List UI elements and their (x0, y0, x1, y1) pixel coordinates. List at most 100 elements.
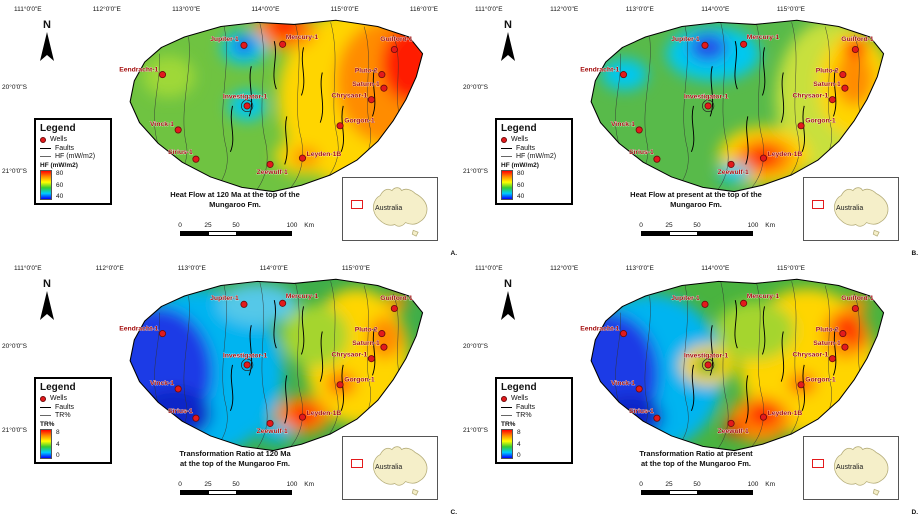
well-label: Chrysaor-1 (331, 93, 367, 100)
legend: Legend Wells Faults HF (mW/m2) HF (mW/m2… (495, 118, 573, 205)
fault-line-icon (40, 147, 51, 149)
well-label: Mercury-1 (286, 293, 319, 300)
ramp-tick: 40 (56, 193, 64, 200)
basin-outline (129, 278, 424, 452)
well-label: Guilford-1 (841, 295, 874, 302)
well-marker (380, 343, 388, 351)
scale-tick: 25 (204, 222, 212, 229)
caption-line: Mungaroo Fm. (670, 199, 722, 209)
north-arrow: N (497, 20, 519, 64)
scale-bar: 0 25 50 100 Km (639, 481, 775, 499)
basin-outline (590, 19, 885, 193)
well-ring (702, 358, 715, 372)
north-label: N (43, 278, 51, 290)
well-marker (336, 122, 344, 130)
legend-label: TR% (516, 412, 532, 419)
well-marker (174, 385, 182, 393)
scale-bar-segments (180, 231, 292, 236)
fault-line-icon (40, 406, 51, 408)
scale-tick: 0 (178, 481, 182, 488)
caption-line: Heat Flow at 120 Ma at the top of the (170, 190, 300, 199)
legend-item-faults: Faults (501, 404, 567, 411)
well-marker (243, 361, 251, 369)
legend-title: Legend (501, 382, 537, 393)
lat-label: 20°0'0"S (2, 84, 27, 91)
ramp-tick: 0 (56, 452, 60, 459)
north-arrow-icon (501, 291, 515, 320)
well-marker (841, 84, 849, 92)
well-marker (851, 304, 859, 313)
north-label: N (504, 278, 512, 290)
well-marker (174, 126, 182, 134)
well-ring (241, 99, 254, 113)
basin-outline (129, 19, 424, 193)
lat-label: 21°0'0"S (2, 168, 27, 175)
well-label: Jupiter-1 (210, 295, 239, 302)
scale-tick: 0 (639, 222, 643, 229)
lon-label: 113°0'0"E (625, 265, 654, 272)
scale-tick: 0 (178, 222, 182, 229)
study-area-marker (812, 200, 824, 209)
scale-bar: 0 25 50 100 Km (178, 481, 314, 499)
caption-line: Transformation Ratio at 120 Ma (179, 449, 291, 458)
australia-map-icon (833, 187, 889, 237)
well-label: Eendracht-1 (119, 325, 158, 332)
map-caption: Transformation Ratio at present at the t… (589, 449, 803, 469)
north-arrow: N (497, 279, 519, 323)
well-label: Gorgon-1 (344, 377, 375, 384)
well-label: Eendracht-1 (580, 325, 619, 332)
well-label: Zeewulf-1 (718, 169, 749, 176)
australia-inset: Australia (342, 436, 438, 500)
scale-tick: 50 (232, 222, 240, 229)
lat-label: 21°0'0"S (463, 168, 488, 175)
color-ramp-bar (501, 429, 513, 459)
lon-label: 112°0'0"E (550, 265, 579, 272)
map-caption: Transformation Ratio at 120 Ma at the to… (128, 449, 342, 469)
well-label: Gorgon-1 (805, 118, 836, 125)
lon-label: 111°0'0"E (14, 6, 42, 13)
legend-label: Faults (55, 144, 75, 152)
caption-line: Heat Flow at present at the top of the (630, 190, 762, 199)
scale-tick: 50 (232, 481, 240, 488)
ramp-title: TR% (40, 421, 55, 428)
legend-item-wells: Wells (501, 395, 567, 402)
well-label: Vinck-1 (611, 380, 635, 387)
well-marker (298, 154, 307, 162)
caption-line: at the top of the Mungaroo Fm. (180, 458, 290, 468)
legend: Legend Wells Faults HF (mW/m2) HF (mW/m2… (34, 118, 112, 205)
well-label: Eendracht-1 (580, 66, 619, 73)
scale-unit: Km (304, 481, 314, 488)
ramp-tick: 8 (517, 429, 521, 436)
australia-map-icon (372, 446, 428, 496)
australia-label: Australia (375, 205, 403, 212)
scale-bar-numbers: 0 25 50 100 Km (639, 222, 775, 230)
ramp-tick: 0 (517, 452, 521, 459)
well-marker (727, 160, 735, 168)
lat-label: 21°0'0"S (2, 427, 27, 434)
basin-outline (590, 278, 885, 452)
contour-map-heat-flow-120ma: Jupiter-1 Mercury-1 Guilford-1 Eendracht-1 P… (119, 19, 424, 193)
lon-label: 112°0'0"E (92, 6, 121, 13)
well-marker (192, 155, 200, 163)
lon-label: 114°0'0"E (701, 6, 730, 13)
well-label: Pluto-2 (816, 326, 839, 333)
wells-layer: Jupiter-1 Mercury-1 Guilford-1 Eendracht-1 P… (119, 293, 413, 435)
scale-bar-numbers: 0 25 50 100 Km (178, 481, 314, 489)
legend-label: Wells (511, 395, 528, 402)
well-marker (841, 343, 849, 351)
australia-label: Australia (836, 464, 864, 471)
ramp-tick: 60 (517, 181, 525, 189)
longitude-labels: 111°0'0"E 112°0'0"E 113°0'0"E 114°0'0"E … (14, 6, 438, 13)
color-ramp-bar (40, 429, 52, 459)
lat-label: 20°0'0"S (463, 343, 488, 350)
well-marker (378, 330, 386, 338)
well-label: Pluto-2 (816, 67, 839, 74)
well-marker (701, 41, 709, 49)
well-marker (701, 300, 709, 308)
well-ring (241, 358, 254, 372)
legend-label: HF (mW/m2) (516, 153, 557, 160)
panel-letter: D. (911, 509, 919, 516)
scale-bar: 0 25 50 100 Km (639, 222, 775, 240)
ramp-tick: 80 (517, 170, 525, 177)
well-marker (158, 330, 167, 338)
